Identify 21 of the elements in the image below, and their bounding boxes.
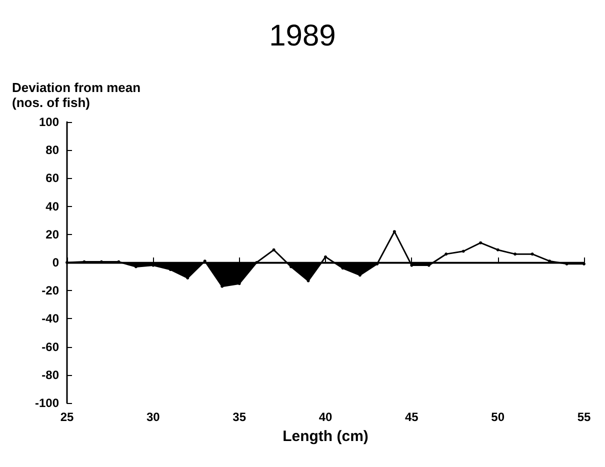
y-tick-label: -80: [42, 368, 60, 382]
x-tick-label: 30: [146, 410, 160, 424]
x-tick-label: 25: [60, 410, 74, 424]
y-tick-label: 60: [46, 171, 60, 186]
x-axis-title: Length (cm): [282, 428, 368, 445]
y-tick-label: -40: [42, 312, 60, 326]
y-tick-label: 20: [46, 227, 60, 242]
x-tick-label: 35: [232, 410, 246, 424]
x-tick-label: 55: [577, 410, 591, 424]
y-tick-label: 0: [52, 256, 60, 270]
x-tick-label: 40: [318, 410, 332, 424]
x-tick-label: 45: [404, 410, 419, 424]
y-axis-title: Deviation from mean (nos. of fish): [12, 80, 141, 110]
chart-title: 1989: [269, 20, 336, 52]
y-tick-label: 40: [46, 199, 60, 214]
y-tick-label: 80: [46, 143, 60, 158]
y-tick-label: -60: [42, 340, 60, 354]
x-tick-label: 50: [491, 410, 505, 424]
y-tick-label: 100: [38, 115, 60, 129]
y-tick-label: -20: [42, 284, 60, 298]
y-tick-label: -100: [34, 396, 60, 410]
